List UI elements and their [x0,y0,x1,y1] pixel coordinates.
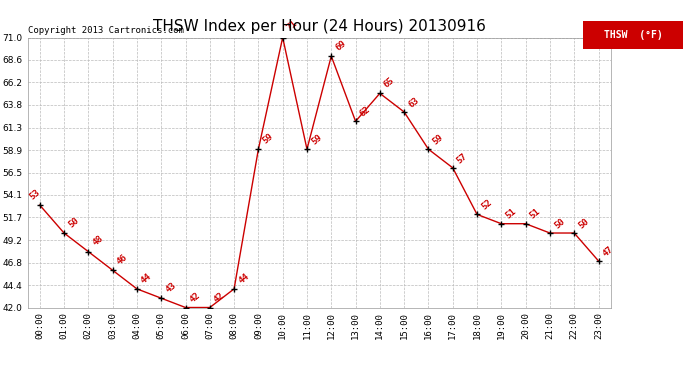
Text: Copyright 2013 Cartronics.com: Copyright 2013 Cartronics.com [28,26,184,35]
Text: 50: 50 [577,216,591,230]
Text: 51: 51 [528,207,542,221]
Text: 59: 59 [431,133,445,146]
Text: 62: 62 [358,105,372,118]
Title: THSW Index per Hour (24 Hours) 20130916: THSW Index per Hour (24 Hours) 20130916 [152,18,486,33]
Text: 50: 50 [66,216,81,229]
Text: 59: 59 [309,133,324,146]
Text: 65: 65 [382,76,396,90]
Text: 46: 46 [115,253,129,267]
Text: 69: 69 [334,39,348,53]
Text: 47: 47 [601,244,615,258]
Text: 53: 53 [28,188,41,201]
Text: 71: 71 [285,19,299,33]
Text: 42: 42 [213,291,226,305]
Text: 52: 52 [480,198,493,211]
Text: 43: 43 [164,280,177,294]
Text: 63: 63 [406,95,421,109]
Text: THSW  (°F): THSW (°F) [604,30,662,40]
Text: 51: 51 [504,207,518,221]
Text: 48: 48 [91,234,105,248]
Text: 57: 57 [455,151,469,165]
Text: 59: 59 [261,132,275,146]
Text: 42: 42 [188,291,202,305]
Text: 44: 44 [139,272,153,285]
Text: 50: 50 [553,216,566,230]
Text: 44: 44 [237,272,250,285]
